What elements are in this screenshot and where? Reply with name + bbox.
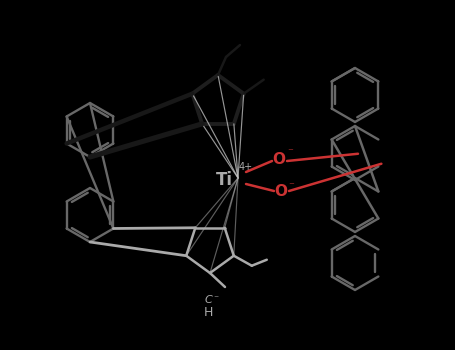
Text: O: O — [273, 153, 285, 168]
Text: ⁻: ⁻ — [288, 181, 294, 191]
Text: O: O — [274, 184, 288, 200]
Text: Ti: Ti — [216, 171, 233, 189]
Text: ⁻: ⁻ — [287, 147, 293, 157]
Text: ⁻: ⁻ — [213, 294, 218, 304]
Text: C: C — [204, 295, 212, 305]
Text: H: H — [203, 307, 212, 320]
Text: 4+: 4+ — [239, 162, 253, 172]
